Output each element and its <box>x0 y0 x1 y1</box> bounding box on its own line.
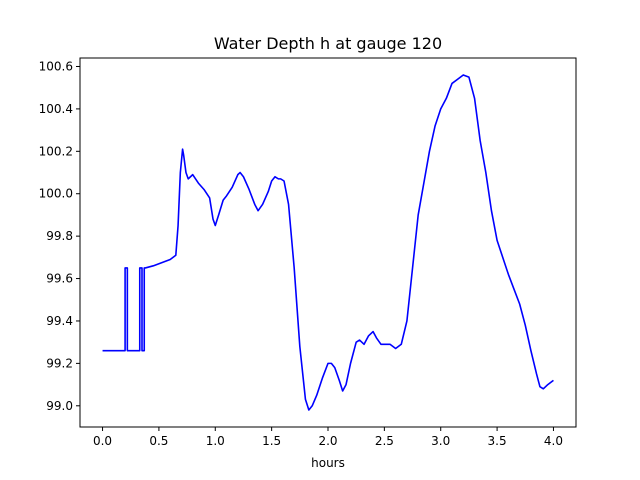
y-tick-label: 99.2 <box>46 356 73 370</box>
x-axis: 0.0 0.5 1.0 1.5 2.0 2.5 3.0 3.5 4.0 <box>93 427 563 448</box>
x-tick-label: 3.0 <box>431 434 450 448</box>
x-tick-label: 0.0 <box>93 434 112 448</box>
x-tick-label: 2.5 <box>375 434 394 448</box>
x-tick-label: 3.5 <box>488 434 507 448</box>
x-axis-label: hours <box>311 456 345 470</box>
y-tick-label: 99.6 <box>46 272 73 286</box>
y-tick-label: 100.0 <box>39 187 73 201</box>
y-tick-label: 100.2 <box>39 144 73 158</box>
y-tick-label: 100.6 <box>39 59 73 73</box>
y-axis: 99.0 99.2 99.4 99.6 99.8 100.0 100.2 100.4 100.6 <box>39 59 80 413</box>
y-tick-label: 99.4 <box>46 314 73 328</box>
x-tick-label: 2.0 <box>318 434 337 448</box>
chart-title: Water Depth h at gauge 120 <box>214 34 442 53</box>
x-tick-label: 4.0 <box>544 434 563 448</box>
x-tick-label: 1.5 <box>262 434 281 448</box>
x-tick-label: 0.5 <box>149 434 168 448</box>
plot-frame <box>79 57 577 428</box>
series-line <box>102 74 554 411</box>
y-tick-label: 99.8 <box>46 229 73 243</box>
y-tick-label: 99.0 <box>46 399 73 413</box>
plot-area <box>102 74 554 411</box>
x-tick-label: 1.0 <box>206 434 225 448</box>
y-tick-label: 100.4 <box>39 102 73 116</box>
